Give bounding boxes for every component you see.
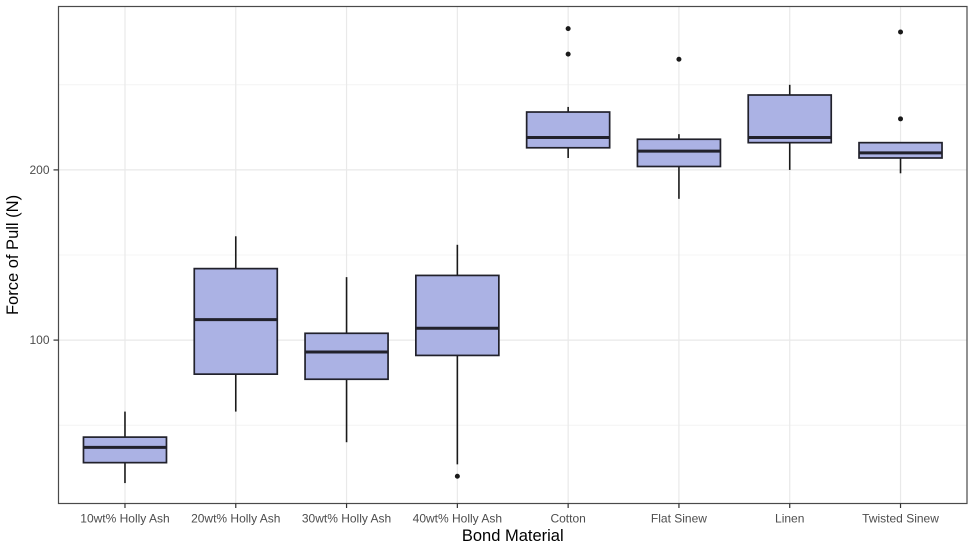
outlier-point	[898, 116, 904, 122]
x-axis-title: Bond Material	[462, 527, 564, 545]
x-tick-label: Linen	[775, 512, 804, 526]
box-iqr	[525, 111, 611, 149]
x-tick-label: 20wt% Holly Ash	[191, 512, 280, 526]
y-tick-label: 200	[29, 163, 49, 177]
box-iqr	[304, 332, 389, 381]
y-axis-title: Force of Pull (N)	[4, 195, 22, 315]
x-tick-label: 40wt% Holly Ash	[413, 512, 502, 526]
x-tick-label: 30wt% Holly Ash	[302, 512, 391, 526]
box-iqr	[193, 267, 279, 375]
x-tick-label: 10wt% Holly Ash	[80, 512, 169, 526]
x-tick-label: Cotton	[550, 512, 585, 526]
outlier-point	[676, 56, 682, 62]
outlier-point	[898, 29, 904, 35]
y-tick-label: 100	[29, 333, 49, 347]
outlier-point	[565, 51, 571, 57]
outlier-point	[454, 473, 460, 479]
x-tick-label: Twisted Sinew	[862, 512, 939, 526]
panel-layer	[53, 5, 968, 508]
box-iqr	[747, 94, 833, 144]
panel-border	[57, 5, 968, 505]
box-iqr	[636, 138, 722, 168]
box-iqr	[415, 274, 500, 357]
outlier-point	[565, 26, 571, 32]
box-iqr	[82, 436, 168, 464]
x-tick-label: Flat Sinew	[651, 512, 707, 526]
box-iqr	[858, 141, 943, 159]
